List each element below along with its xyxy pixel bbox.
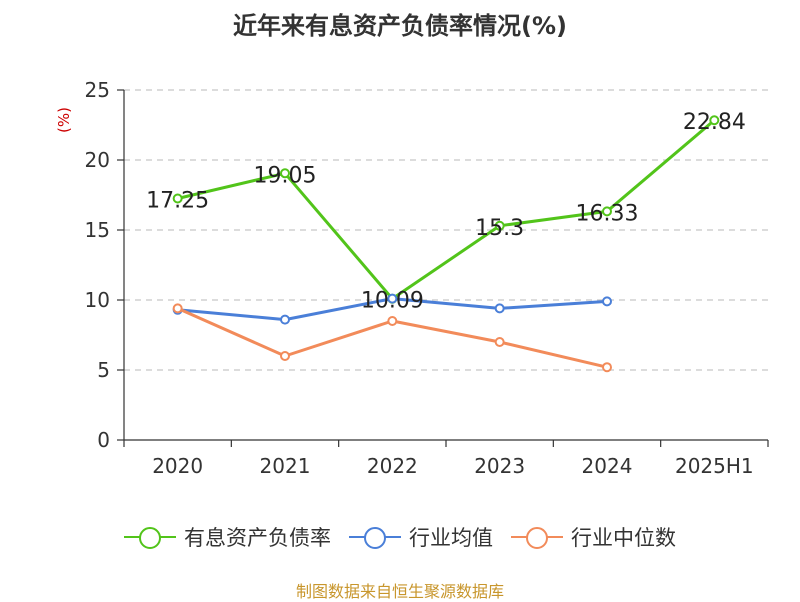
x-tick-label: 2025H1 xyxy=(675,454,754,478)
data-point xyxy=(172,303,183,314)
y-tick-label: 5 xyxy=(97,358,110,382)
data-point xyxy=(709,115,720,126)
data-point xyxy=(494,220,505,231)
legend-marker-icon xyxy=(124,527,176,549)
data-point xyxy=(602,362,612,373)
data-point xyxy=(172,193,183,204)
legend-marker-icon xyxy=(349,527,401,549)
y-tick-label: 15 xyxy=(85,218,110,242)
x-tick-label: 2020 xyxy=(152,454,203,478)
axes: 0 5 10 15 20 25 2020 2021 2022 2023 2024 2025H1 xyxy=(85,78,769,478)
y-tick-label: 20 xyxy=(85,148,110,172)
data-label: 16.33 xyxy=(576,201,639,226)
data-label: 15.3 xyxy=(475,216,524,241)
data-point xyxy=(387,293,398,304)
chart-title: 近年来有息资产负债率情况(%) xyxy=(233,12,567,40)
data-point xyxy=(602,296,612,307)
legend-marker-icon xyxy=(511,527,563,549)
gridlines xyxy=(124,89,768,371)
data-label: 10.09 xyxy=(361,289,424,314)
legend-label: 有息资产负债率 xyxy=(184,526,331,550)
y-tick-label: 0 xyxy=(97,428,110,452)
legend: 有息资产负债率 行业均值 行业中位数 xyxy=(0,520,800,554)
data-label: 19.05 xyxy=(254,163,317,188)
series-lines xyxy=(172,115,720,373)
data-point xyxy=(494,337,505,347)
data-point xyxy=(602,206,612,217)
data-point xyxy=(280,168,290,179)
data-source-note: 制图数据来自恒生聚源数据库 xyxy=(295,582,504,601)
x-tick-label: 2021 xyxy=(260,454,311,478)
data-point xyxy=(280,351,290,361)
legend-item-industry-mean[interactable]: 行业均值 xyxy=(349,522,493,552)
y-tick-label: 25 xyxy=(85,78,110,102)
data-label: 17.25 xyxy=(146,189,209,214)
x-tick-label: 2022 xyxy=(367,454,418,478)
x-tick-label: 2023 xyxy=(474,454,525,478)
data-point xyxy=(280,314,290,325)
data-labels: 17.25 19.05 10.09 15.3 16.33 22.84 xyxy=(146,110,746,313)
legend-item-interest-debt-ratio[interactable]: 有息资产负债率 xyxy=(124,522,331,552)
legend-label: 行业中位数 xyxy=(571,526,676,550)
x-tick-label: 2024 xyxy=(582,454,633,478)
data-label: 22.84 xyxy=(683,110,746,135)
legend-item-industry-median[interactable]: 行业中位数 xyxy=(511,522,676,552)
y-tick-label: 10 xyxy=(85,288,110,312)
legend-label: 行业均值 xyxy=(409,526,493,550)
series-line xyxy=(177,119,716,301)
data-point xyxy=(387,316,398,326)
data-point xyxy=(494,303,505,314)
